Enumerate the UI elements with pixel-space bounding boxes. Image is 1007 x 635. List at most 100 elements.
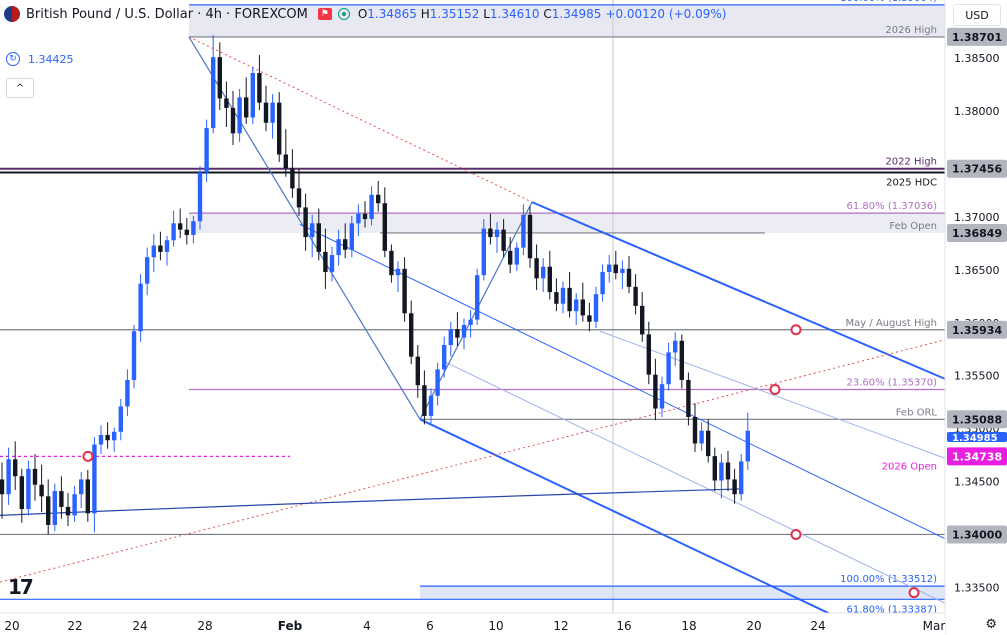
symbol-title[interactable]: British Pound / U.S. Dollar · 4h · FOREX… xyxy=(26,6,308,22)
collapse-legend-button[interactable]: ^ xyxy=(6,78,34,98)
candle-body xyxy=(356,213,361,224)
candle-body xyxy=(283,154,288,169)
channel-quarter-line-lower xyxy=(444,361,946,604)
trendline-support xyxy=(0,339,946,583)
candle-body xyxy=(277,102,282,155)
candle-body xyxy=(481,228,486,276)
candle-body xyxy=(514,247,519,265)
candle-body xyxy=(699,430,704,444)
candle-body xyxy=(85,479,90,514)
candle-body xyxy=(488,228,493,238)
candle-body xyxy=(151,245,156,258)
gear-icon[interactable]: ⚙ xyxy=(985,617,997,632)
axis-tag-label-6: 1.35934 xyxy=(952,324,1002,337)
axis-tag-label-9: 1.34738 xyxy=(952,450,1002,463)
candle-body xyxy=(171,223,176,241)
candle-body xyxy=(659,384,665,409)
axis-tag-2 xyxy=(947,159,1007,178)
open-value: 1.34865 xyxy=(367,7,417,21)
candle-body xyxy=(39,484,44,497)
candle-body xyxy=(501,229,506,251)
candle-body xyxy=(191,221,196,235)
symbol-header[interactable]: British Pound / U.S. Dollar · 4h · FOREX… xyxy=(4,4,726,24)
price-level-label-2: 2022 High xyxy=(885,157,937,168)
candle-body xyxy=(587,315,592,322)
price-level-label-12: 61.80% (1.33387) xyxy=(847,604,938,615)
candle-body xyxy=(633,286,638,306)
price-level-label-3: 2025 HDC xyxy=(886,178,937,189)
candle-body xyxy=(541,266,546,279)
price-level-label-7: 23.60% (1.35370) xyxy=(847,377,938,388)
axis-tag-9 xyxy=(947,447,1007,466)
close-value: 1.34985 xyxy=(551,7,602,21)
candle-body xyxy=(6,459,11,495)
candle-body xyxy=(686,379,691,417)
touch-marker-1 xyxy=(790,324,802,336)
x-tick-label: 6 xyxy=(426,619,434,633)
candle-body xyxy=(732,479,737,495)
candle-body xyxy=(745,430,750,462)
x-tick-label: 4 xyxy=(363,619,371,633)
candle-body xyxy=(692,416,698,444)
y-tick-label: 1.35500 xyxy=(954,370,1000,383)
candle-body xyxy=(494,229,500,238)
refresh-indicator-icon[interactable]: ↻ xyxy=(6,52,20,66)
candle-body xyxy=(211,57,216,129)
red-flag-icon[interactable]: ⚑ xyxy=(317,8,332,20)
y-tick-label: 1.34500 xyxy=(954,476,1000,489)
candle-body xyxy=(574,299,579,312)
candle-body xyxy=(428,395,434,416)
candle-body xyxy=(442,345,447,370)
candle-body xyxy=(138,283,143,332)
candle-body xyxy=(382,203,387,251)
candle-body xyxy=(46,496,51,525)
candle-body xyxy=(125,379,130,407)
y-tick-label: 1.38000 xyxy=(954,105,1000,118)
candle-body xyxy=(534,258,539,279)
candle-body xyxy=(626,268,632,287)
support-zone xyxy=(420,586,945,600)
price-level-label-8: Feb ORL xyxy=(896,407,938,418)
candle-body xyxy=(0,479,5,495)
channel-median-line xyxy=(299,223,946,540)
axis-tag-label-5: 1.36849 xyxy=(952,227,1002,240)
candle-body xyxy=(415,356,420,386)
candle-body xyxy=(508,250,513,265)
tradingview-logo-icon[interactable]: 17 xyxy=(8,575,34,599)
candle-body xyxy=(468,319,473,325)
x-tick-label: 24 xyxy=(132,619,147,633)
indicator-legend[interactable]: ↻ 1.34425 xyxy=(6,52,74,66)
current-price-tag xyxy=(947,432,1007,443)
x-tick-label: Mar xyxy=(923,619,946,633)
candle-body xyxy=(26,468,31,510)
x-tick-label: 10 xyxy=(488,619,503,633)
moving-average-line xyxy=(0,488,741,517)
candle-body xyxy=(409,313,414,357)
candle-body xyxy=(349,223,354,250)
candle-body xyxy=(620,268,625,274)
candle-body xyxy=(336,239,341,256)
candle-body xyxy=(316,223,321,252)
touch-marker-3 xyxy=(790,528,802,540)
x-tick-label: 24 xyxy=(810,619,825,633)
axis-tag-5 xyxy=(947,223,1007,242)
candle-body xyxy=(402,268,407,314)
candle-body xyxy=(640,305,645,335)
x-tick-label: 20 xyxy=(746,619,761,633)
candle-body xyxy=(158,245,163,252)
candle-body xyxy=(257,73,262,103)
candle-body xyxy=(145,257,150,284)
price-level-label-5: Feb Open xyxy=(889,221,937,232)
channel-lower-line xyxy=(419,418,831,615)
candle-body xyxy=(646,334,651,375)
candle-body xyxy=(554,292,559,304)
candle-body xyxy=(323,251,328,272)
currency-button[interactable]: USD xyxy=(953,4,1001,26)
ohlc-values: O1.34865 H1.35152 L1.34610 C1.34985 xyxy=(357,7,602,21)
change-value: +0.00120 (+0.09%) xyxy=(605,7,727,21)
axis-tag-6 xyxy=(947,320,1007,339)
candle-body xyxy=(296,188,302,208)
candle-body xyxy=(52,491,57,525)
